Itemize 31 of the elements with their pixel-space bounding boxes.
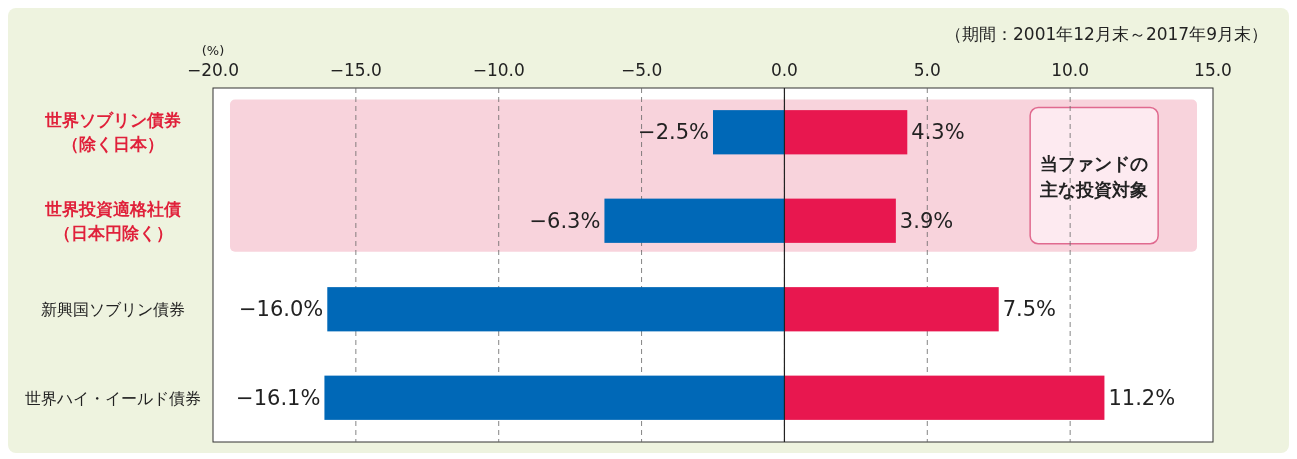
x-tick-label: 10.0: [1051, 60, 1090, 80]
data-label: 11.2%: [1108, 385, 1176, 410]
y-tick-label: 新興国ソブリン債券: [41, 300, 185, 320]
data-label: −16.1%: [236, 385, 321, 410]
y-tick-label: 世界投資適格社債（日本円除く）: [44, 198, 181, 243]
data-label: −2.5%: [638, 120, 709, 145]
x-tick-label: 0.0: [770, 60, 798, 80]
bar: [784, 198, 896, 243]
data-label: −6.3%: [529, 208, 601, 233]
y-tick-label: 世界ハイ・イールド債券: [25, 388, 201, 408]
x-tick-label: −20.0: [186, 60, 240, 80]
bar: [784, 287, 999, 332]
text: （期間：2001年12月末～2017年9月末）: [945, 24, 1268, 44]
bar: [784, 375, 1105, 420]
bar: [324, 375, 785, 420]
band-label: 当ファンドの主な投資対象: [1039, 152, 1149, 200]
data-label: 3.9%: [899, 208, 954, 233]
bar: [713, 110, 785, 155]
x-axis-title: (%): [201, 43, 225, 58]
x-tick-label: −5.0: [620, 60, 663, 80]
data-label: 4.3%: [911, 120, 965, 145]
y-tick-label: 世界ソブリン債券（除く日本）: [44, 110, 181, 155]
bar: [604, 198, 785, 243]
x-tick-label: −10.0: [472, 60, 525, 80]
data-label: −16.0%: [238, 297, 324, 322]
bar: [784, 110, 908, 155]
x-tick-label: −15.0: [329, 60, 382, 80]
data-label: 7.5%: [1002, 297, 1057, 322]
x-tick-label: 5.0: [913, 60, 941, 80]
bar: [327, 287, 785, 332]
x-tick-label: 15.0: [1194, 60, 1232, 80]
